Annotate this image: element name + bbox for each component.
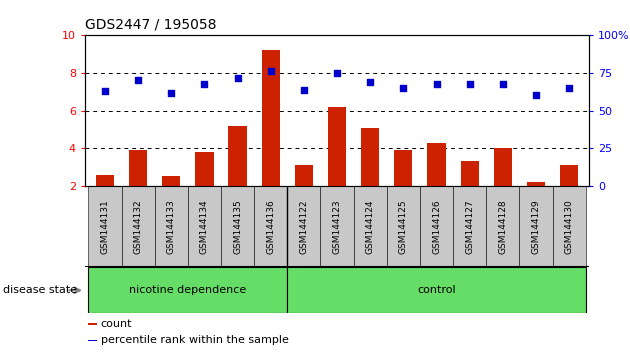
Bar bbox=[387, 186, 420, 267]
Point bbox=[299, 87, 309, 92]
Text: GSM144131: GSM144131 bbox=[100, 199, 110, 254]
Bar bbox=[461, 161, 479, 186]
Text: disease state: disease state bbox=[3, 285, 77, 295]
Point bbox=[232, 75, 243, 81]
Text: GSM144124: GSM144124 bbox=[365, 199, 375, 254]
Text: GSM144135: GSM144135 bbox=[233, 199, 242, 254]
Text: percentile rank within the sample: percentile rank within the sample bbox=[101, 335, 289, 345]
Bar bbox=[162, 176, 180, 186]
Text: count: count bbox=[101, 319, 132, 329]
Bar bbox=[287, 186, 321, 267]
Bar bbox=[88, 186, 122, 267]
Point bbox=[498, 81, 508, 87]
Point bbox=[432, 81, 442, 87]
Bar bbox=[88, 267, 287, 313]
Point bbox=[564, 85, 574, 91]
Point bbox=[266, 68, 276, 74]
Bar bbox=[321, 186, 353, 267]
Bar bbox=[494, 148, 512, 186]
Bar bbox=[122, 186, 155, 267]
Text: GSM144136: GSM144136 bbox=[266, 199, 275, 254]
Text: GSM144128: GSM144128 bbox=[498, 199, 507, 254]
Bar bbox=[453, 186, 486, 267]
Text: GSM144127: GSM144127 bbox=[465, 199, 474, 254]
Bar bbox=[229, 126, 247, 186]
Point bbox=[398, 85, 408, 91]
Bar bbox=[486, 186, 519, 267]
Point bbox=[465, 81, 475, 87]
Point bbox=[100, 88, 110, 94]
Bar bbox=[553, 186, 586, 267]
Bar bbox=[527, 182, 545, 186]
Bar bbox=[155, 186, 188, 267]
Bar bbox=[519, 186, 553, 267]
Text: GSM144122: GSM144122 bbox=[299, 199, 309, 254]
Bar bbox=[287, 267, 586, 313]
Bar bbox=[427, 143, 445, 186]
Text: GSM144126: GSM144126 bbox=[432, 199, 441, 254]
Text: nicotine dependence: nicotine dependence bbox=[129, 285, 246, 295]
Bar bbox=[96, 175, 114, 186]
Bar bbox=[420, 186, 453, 267]
Bar bbox=[295, 165, 313, 186]
Text: GSM144134: GSM144134 bbox=[200, 199, 209, 254]
Text: GSM144132: GSM144132 bbox=[134, 199, 142, 254]
Bar bbox=[88, 340, 96, 341]
Text: GDS2447 / 195058: GDS2447 / 195058 bbox=[85, 18, 217, 32]
Bar bbox=[560, 165, 578, 186]
Text: GSM144125: GSM144125 bbox=[399, 199, 408, 254]
Point bbox=[166, 90, 176, 96]
Bar bbox=[261, 50, 280, 186]
Point bbox=[365, 79, 375, 85]
Text: GSM144130: GSM144130 bbox=[564, 199, 574, 254]
Point bbox=[199, 81, 209, 87]
Bar bbox=[254, 186, 287, 267]
Text: GSM144123: GSM144123 bbox=[333, 199, 341, 254]
Bar bbox=[361, 127, 379, 186]
Text: GSM144133: GSM144133 bbox=[167, 199, 176, 254]
Bar bbox=[129, 150, 147, 186]
Text: GSM144129: GSM144129 bbox=[532, 199, 541, 254]
Bar bbox=[394, 150, 413, 186]
Bar bbox=[188, 186, 221, 267]
Point bbox=[133, 77, 143, 83]
Bar bbox=[88, 324, 96, 325]
Point bbox=[332, 70, 342, 76]
Point bbox=[531, 92, 541, 98]
Bar bbox=[221, 186, 254, 267]
Text: control: control bbox=[417, 285, 456, 295]
Bar bbox=[353, 186, 387, 267]
Bar bbox=[328, 107, 346, 186]
Bar bbox=[195, 152, 214, 186]
